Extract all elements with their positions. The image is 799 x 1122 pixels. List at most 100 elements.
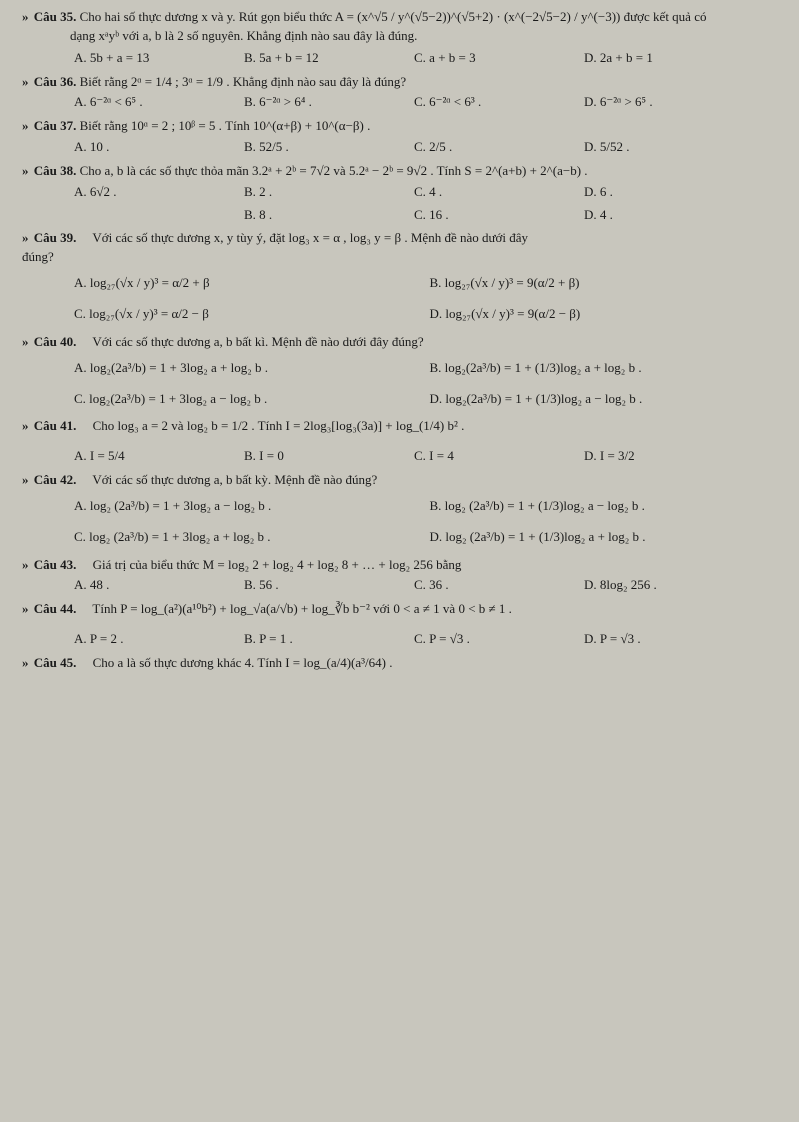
q39-text-b: . Mệnh đề nào dưới đây: [404, 230, 528, 245]
q44-label: Câu 44.: [34, 601, 77, 616]
q44-opt-b: B. P = 1 .: [240, 629, 410, 650]
q36-formula-a: 2ᵅ = 1/4 ; 3ᵅ = 1/9: [131, 74, 223, 89]
q41-text-b: và: [171, 418, 183, 433]
q41-options: A. I = 5/4 B. I = 0 C. I = 4 D. I = 3/2: [22, 446, 781, 467]
q44-text-c: và: [443, 601, 455, 616]
q45-line1: » Câu 45. Cho a là số thực dương khác 4.…: [22, 654, 781, 673]
question-36: » Câu 36. Biết rằng 2ᵅ = 1/4 ; 3ᵅ = 1/9 …: [22, 73, 781, 114]
question-39: » Câu 39. Với các số thực dương x, y tùy…: [22, 229, 781, 324]
q39-opt-c: C. log₂₇(√x / y)³ = α/2 − β: [70, 304, 426, 325]
q44-text-a: Tính: [92, 601, 117, 616]
q37-text-b: . Tính: [219, 118, 250, 133]
q40-opt-c: C. log₂(2a³/b) = 1 + 3log₂ a − log₂ b .: [70, 389, 426, 410]
q37-label: Câu 37.: [34, 118, 77, 133]
q42-options-row1: A. log₂ (2a³/b) = 1 + 3log₂ a − log₂ b .…: [22, 496, 781, 517]
q42-opt-d: D. log₂ (2a³/b) = 1 + (1/3)log₂ a + log₂…: [426, 527, 782, 548]
q37-opt-d: D. 5/52 .: [580, 137, 750, 158]
q41-text-a: Cho: [93, 418, 115, 433]
q36-opt-b: B. 6⁻²ᵅ > 6⁴ .: [240, 92, 410, 113]
q40-opt-a: A. log₂(2a³/b) = 1 + 3log₂ a + log₂ b .: [70, 358, 426, 379]
q37-text-a: Biết rằng: [80, 118, 128, 133]
bullet-icon: »: [22, 163, 29, 178]
q36-text-b: . Khẳng định nào sau đây là đúng?: [226, 74, 406, 89]
q36-options: A. 6⁻²ᵅ < 6⁵ . B. 6⁻²ᵅ > 6⁴ . C. 6⁻²ᵅ < …: [22, 92, 781, 113]
q45-label: Câu 45.: [34, 655, 77, 670]
bullet-icon: »: [22, 472, 29, 487]
q39-opt-a: A. log₂₇(√x / y)³ = α/2 + β: [70, 273, 426, 294]
q37-opt-c: C. 2/5 .: [410, 137, 580, 158]
q41-line1: » Câu 41. Cho log₃ a = 2 và log₂ b = 1/2…: [22, 417, 781, 436]
q44-formula-c: 0 < b ≠ 1: [458, 601, 505, 616]
q40-label: Câu 40.: [34, 334, 77, 349]
q41-formula-b: log₂ b = 1/2: [187, 418, 248, 433]
q43-opt-a: A. 48 .: [70, 575, 240, 596]
bullet-icon: »: [22, 334, 29, 349]
q40-options-row1: A. log₂(2a³/b) = 1 + 3log₂ a + log₂ b . …: [22, 358, 781, 379]
q35-opt-b: B. 5a + b = 12: [240, 48, 410, 69]
q39-formula-a: log₃ x = α , log₃ y = β: [288, 230, 401, 245]
q43-label: Câu 43.: [34, 557, 77, 572]
q35-text-a: Cho hai số thực dương x và y. Rút gọn bi…: [80, 9, 332, 24]
q38-text-b: và: [333, 163, 345, 178]
q43-text-a: Giá trị của biểu thức: [93, 557, 200, 572]
q43-opt-c: C. 36 .: [410, 575, 580, 596]
q38-opt-d1: D. 6 .: [580, 182, 750, 203]
q38-formula-c: S = 2^(a+b) + 2^(a−b): [464, 163, 581, 178]
q38-blank: [70, 205, 240, 226]
q41-opt-c: C. I = 4: [410, 446, 580, 467]
q44-opt-a: A. P = 2 .: [70, 629, 240, 650]
q38-opt-c1: C. 4 .: [410, 182, 580, 203]
q38-formula-a: 3.2ᵃ + 2ᵇ = 7√2: [252, 163, 330, 178]
question-42: » Câu 42. Với các số thực dương a, b bất…: [22, 471, 781, 548]
bullet-icon: »: [22, 418, 29, 433]
q36-opt-a: A. 6⁻²ᵅ < 6⁵ .: [70, 92, 240, 113]
question-41: » Câu 41. Cho log₃ a = 2 và log₂ b = 1/2…: [22, 417, 781, 467]
q37-opt-a: A. 10 .: [70, 137, 240, 158]
bullet-icon: »: [22, 655, 29, 670]
q39-line1: » Câu 39. Với các số thực dương x, y tùy…: [22, 229, 781, 248]
q37-formula-b: 10^(α+β) + 10^(α−β): [253, 118, 364, 133]
q44-formula-b: 0 < a ≠ 1: [393, 601, 439, 616]
q41-formula-a: log₃ a = 2: [118, 418, 169, 433]
question-40: » Câu 40. Với các số thực dương a, b bất…: [22, 333, 781, 410]
q43-text-b: bằng: [436, 557, 461, 572]
q35-options: A. 5b + a = 13 B. 5a + b = 12 C. a + b =…: [22, 48, 781, 69]
q35-opt-d: D. 2a + b = 1: [580, 48, 750, 69]
q41-text-c: . Tính: [251, 418, 282, 433]
q35-label: Câu 35.: [34, 9, 77, 24]
bullet-icon: »: [22, 230, 29, 245]
question-37: » Câu 37. Biết rằng 10ᵅ = 2 ; 10ᵝ = 5 . …: [22, 117, 781, 158]
q41-formula-c: I = 2log₃[log₃(3a)] + log_(1/4) b²: [286, 418, 458, 433]
q41-label: Câu 41.: [34, 418, 77, 433]
bullet-icon: »: [22, 601, 29, 616]
q38-formula-b: 5.2ᵃ − 2ᵇ = 9√2: [349, 163, 427, 178]
q39-label: Câu 39.: [34, 230, 77, 245]
q38-opt-b1: B. 2 .: [240, 182, 410, 203]
question-43: » Câu 43. Giá trị của biểu thức M = log₂…: [22, 556, 781, 597]
q37-line1: » Câu 37. Biết rằng 10ᵅ = 2 ; 10ᵝ = 5 . …: [22, 117, 781, 136]
q41-opt-b: B. I = 0: [240, 446, 410, 467]
bullet-icon: »: [22, 557, 29, 572]
q37-opt-b: B. 52/5 .: [240, 137, 410, 158]
q40-opt-d: D. log₂(2a³/b) = 1 + (1/3)log₂ a − log₂ …: [426, 389, 782, 410]
question-35: » Câu 35. Cho hai số thực dương x và y. …: [22, 8, 781, 69]
q42-opt-c: C. log₂ (2a³/b) = 1 + 3log₂ a + log₂ b .: [70, 527, 426, 548]
q42-opt-a: A. log₂ (2a³/b) = 1 + 3log₂ a − log₂ b .: [70, 496, 426, 517]
q36-opt-d: D. 6⁻²ᵅ > 6⁵ .: [580, 92, 750, 113]
q39-options-row2: C. log₂₇(√x / y)³ = α/2 − β D. log₂₇(√x …: [22, 304, 781, 325]
q38-text-c: . Tính: [430, 163, 461, 178]
question-44: » Câu 44. Tính P = log_(a²)(a¹⁰b²) + log…: [22, 600, 781, 650]
q37-options: A. 10 . B. 52/5 . C. 2/5 . D. 5/52 .: [22, 137, 781, 158]
q38-opt-a: A. 6√2 .: [70, 182, 240, 203]
q35-opt-c: C. a + b = 3: [410, 48, 580, 69]
q42-label: Câu 42.: [34, 472, 77, 487]
q38-label: Câu 38.: [34, 163, 77, 178]
q45-formula-a: I = log_(a/4)(a³/64): [285, 655, 386, 670]
q42-text: Với các số thực dương a, b bất kỳ. Mệnh …: [92, 472, 377, 487]
q35-line2: dạng xᵃyᵇ với a, b là 2 số nguyên. Khẳng…: [22, 27, 781, 46]
bullet-icon: »: [22, 118, 29, 133]
bullet-icon: »: [22, 9, 29, 24]
q44-line1: » Câu 44. Tính P = log_(a²)(a¹⁰b²) + log…: [22, 600, 781, 619]
q38-opt-b2: B. 8 .: [240, 205, 410, 226]
q38-options-row2: B. 8 . C. 16 . D. 4 .: [22, 205, 781, 226]
